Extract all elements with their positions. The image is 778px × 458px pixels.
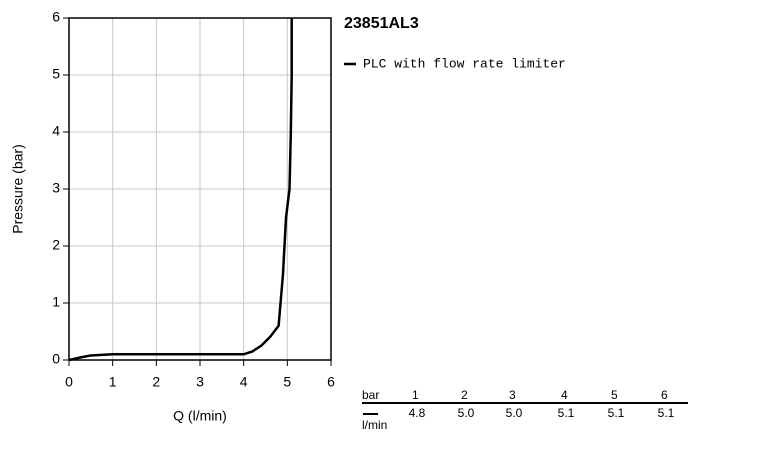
table-pressure: 2	[461, 388, 468, 402]
y-tick-label: 1	[52, 294, 60, 310]
y-tick-label: 4	[52, 123, 60, 139]
y-tick-label: 6	[52, 9, 60, 25]
x-tick-label: 6	[327, 374, 335, 390]
x-tick-label: 4	[240, 374, 248, 390]
x-tick-label: 1	[109, 374, 117, 390]
table-pressure-unit: bar	[362, 388, 379, 402]
data-line	[68, 18, 293, 362]
x-tick-label: 3	[196, 374, 204, 390]
table-pressure: 4	[561, 388, 568, 402]
table-pressure: 6	[661, 388, 668, 402]
table-pressure: 3	[509, 388, 516, 402]
y-axis-label: Pressure (bar)	[10, 144, 26, 233]
plot-frame	[68, 17, 332, 361]
chart-title: 23851AL3	[344, 15, 419, 32]
x-tick-label: 5	[283, 374, 291, 390]
legend-label: PLC with flow rate limiter	[363, 56, 566, 71]
table-flow: 5.1	[658, 406, 675, 420]
table-pressure: 1	[412, 388, 419, 402]
table-flow: 5.0	[458, 406, 475, 420]
y-tick-label: 5	[52, 66, 60, 82]
y-tick-label: 0	[52, 351, 60, 367]
x-axis-label: Q (l/min)	[173, 408, 227, 424]
x-tick-label: 0	[65, 374, 73, 390]
y-tick-label: 3	[52, 180, 60, 196]
table-flow: 5.1	[608, 406, 625, 420]
table-flow-unit: l/min	[362, 418, 387, 432]
table-flow: 5.0	[506, 406, 523, 420]
x-tick-label: 2	[152, 374, 160, 390]
y-tick-label: 2	[52, 237, 60, 253]
table-pressure: 5	[611, 388, 618, 402]
table-flow: 5.1	[558, 406, 575, 420]
table-flow: 4.8	[409, 406, 426, 420]
